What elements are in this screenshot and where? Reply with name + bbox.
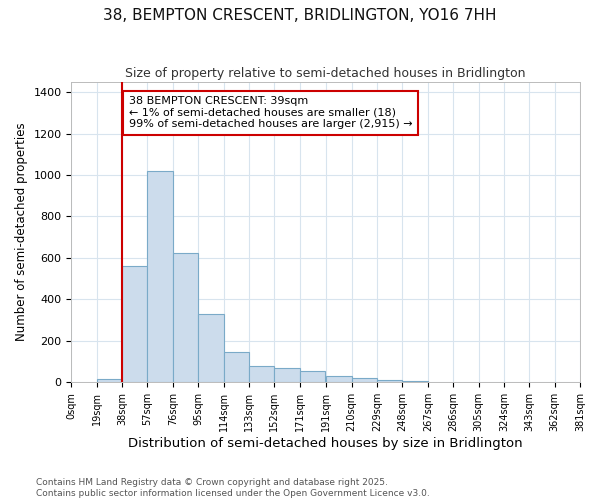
Bar: [148, 171, 173, 382]
Bar: [403, 380, 428, 382]
Title: Size of property relative to semi-detached houses in Bridlington: Size of property relative to semi-detach…: [125, 68, 526, 80]
Bar: [299, 371, 325, 382]
Bar: [173, 252, 198, 382]
Bar: [122, 266, 148, 382]
Bar: [274, 368, 299, 382]
Bar: [224, 352, 249, 382]
Text: 38 BEMPTON CRESCENT: 39sqm
← 1% of semi-detached houses are smaller (18)
99% of : 38 BEMPTON CRESCENT: 39sqm ← 1% of semi-…: [129, 96, 412, 130]
Bar: [198, 314, 224, 382]
Bar: [377, 380, 403, 382]
Bar: [352, 378, 377, 382]
Y-axis label: Number of semi-detached properties: Number of semi-detached properties: [15, 122, 28, 342]
X-axis label: Distribution of semi-detached houses by size in Bridlington: Distribution of semi-detached houses by …: [128, 437, 523, 450]
Bar: [249, 366, 274, 382]
Bar: [97, 378, 122, 382]
Text: 38, BEMPTON CRESCENT, BRIDLINGTON, YO16 7HH: 38, BEMPTON CRESCENT, BRIDLINGTON, YO16 …: [103, 8, 497, 22]
Text: Contains HM Land Registry data © Crown copyright and database right 2025.
Contai: Contains HM Land Registry data © Crown c…: [36, 478, 430, 498]
Bar: [326, 376, 352, 382]
